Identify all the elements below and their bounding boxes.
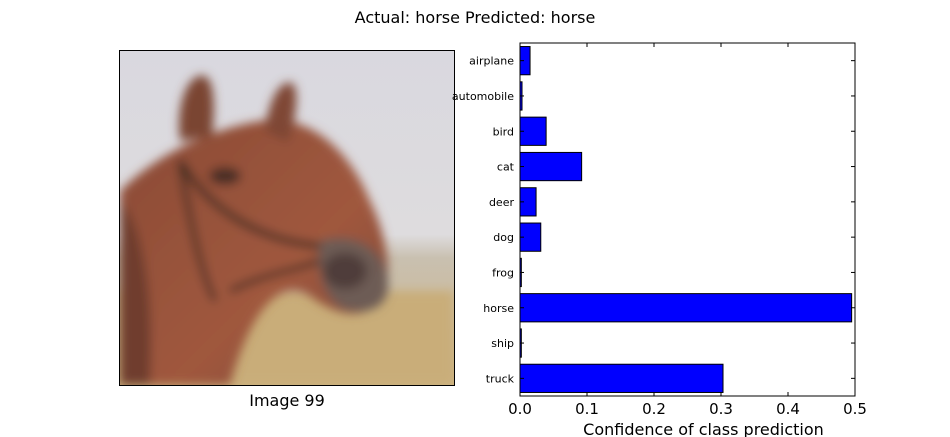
y-tick-label: frog: [492, 266, 514, 279]
y-tick-label: airplane: [469, 55, 514, 68]
y-tick-label: horse: [483, 302, 514, 315]
x-tick-label: 0.3: [709, 400, 733, 418]
y-tick-label: dog: [493, 231, 514, 244]
horse-image: [119, 50, 455, 386]
horse-photo: [120, 51, 454, 385]
x-tick-label: 0.5: [843, 400, 867, 418]
bar-truck: [519, 363, 724, 393]
y-tick-label: cat: [497, 161, 515, 174]
y-tick-label: bird: [493, 125, 514, 138]
x-tick-label: 0.4: [776, 400, 800, 418]
figure-title: Actual: horse Predicted: horse: [354, 8, 596, 27]
x-tick-label: 0.0: [508, 400, 532, 418]
x-tick-label: 0.1: [575, 400, 599, 418]
x-tick-label: 0.2: [642, 400, 666, 418]
y-tick-label: ship: [491, 337, 514, 350]
y-tick-label: deer: [489, 196, 515, 209]
y-tick-label: truck: [486, 372, 515, 385]
x-axis-label: Confidence of class prediction: [583, 420, 824, 437]
bar-cat: [519, 151, 583, 182]
plot-frame: [519, 42, 856, 397]
y-tick-label: automobile: [452, 90, 514, 103]
bar-bird: [519, 116, 547, 146]
bar-horse: [519, 293, 853, 323]
image-caption: Image 99: [249, 391, 325, 410]
